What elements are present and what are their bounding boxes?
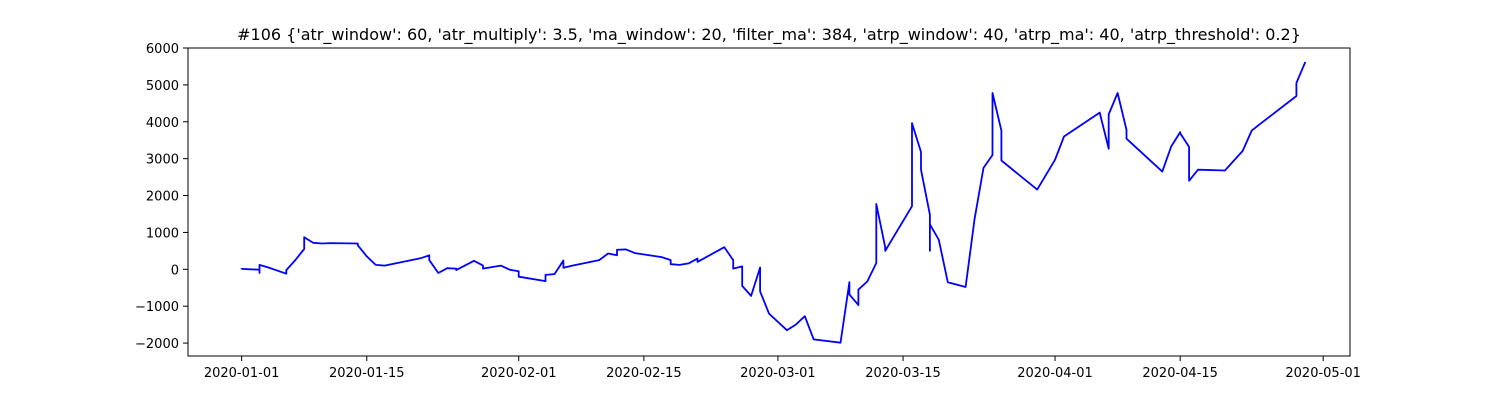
plot-area bbox=[240, 61, 1307, 344]
y-tick-label: 2000 bbox=[146, 190, 179, 205]
y-tick-label: 3000 bbox=[146, 153, 179, 168]
plot-frame bbox=[187, 47, 1351, 357]
y-tick-label: 4000 bbox=[146, 116, 179, 131]
y-tick-label: 6000 bbox=[146, 42, 179, 57]
x-axis: 2020-01-01 2020-01-15 2020-02-01 2020-02-15… bbox=[204, 356, 1361, 381]
x-tick-label: 2020-02-15 bbox=[606, 366, 682, 381]
chart-title: #106 {'atr_window': 60, 'atr_multiply': … bbox=[237, 25, 1301, 45]
y-axis: −2000 −1000 0 1000 2000 3000 4000 5000 6000 bbox=[135, 42, 188, 352]
y-tick-label: 1000 bbox=[146, 226, 179, 241]
x-tick-label: 2020-01-01 bbox=[204, 366, 280, 381]
x-tick-label: 2020-05-01 bbox=[1285, 366, 1361, 381]
x-tick-label: 2020-04-01 bbox=[1017, 366, 1093, 381]
y-tick-label: 5000 bbox=[146, 79, 179, 94]
y-tick-label: 0 bbox=[171, 263, 179, 278]
series-line-0 bbox=[240, 61, 1307, 344]
y-tick-label: −2000 bbox=[135, 337, 179, 352]
x-tick-label: 2020-03-01 bbox=[740, 366, 816, 381]
x-tick-label: 2020-04-15 bbox=[1142, 366, 1218, 381]
y-tick-label: −1000 bbox=[135, 300, 179, 315]
x-tick-label: 2020-02-01 bbox=[481, 366, 557, 381]
x-tick-label: 2020-01-15 bbox=[329, 366, 405, 381]
x-tick-label: 2020-03-15 bbox=[865, 366, 941, 381]
